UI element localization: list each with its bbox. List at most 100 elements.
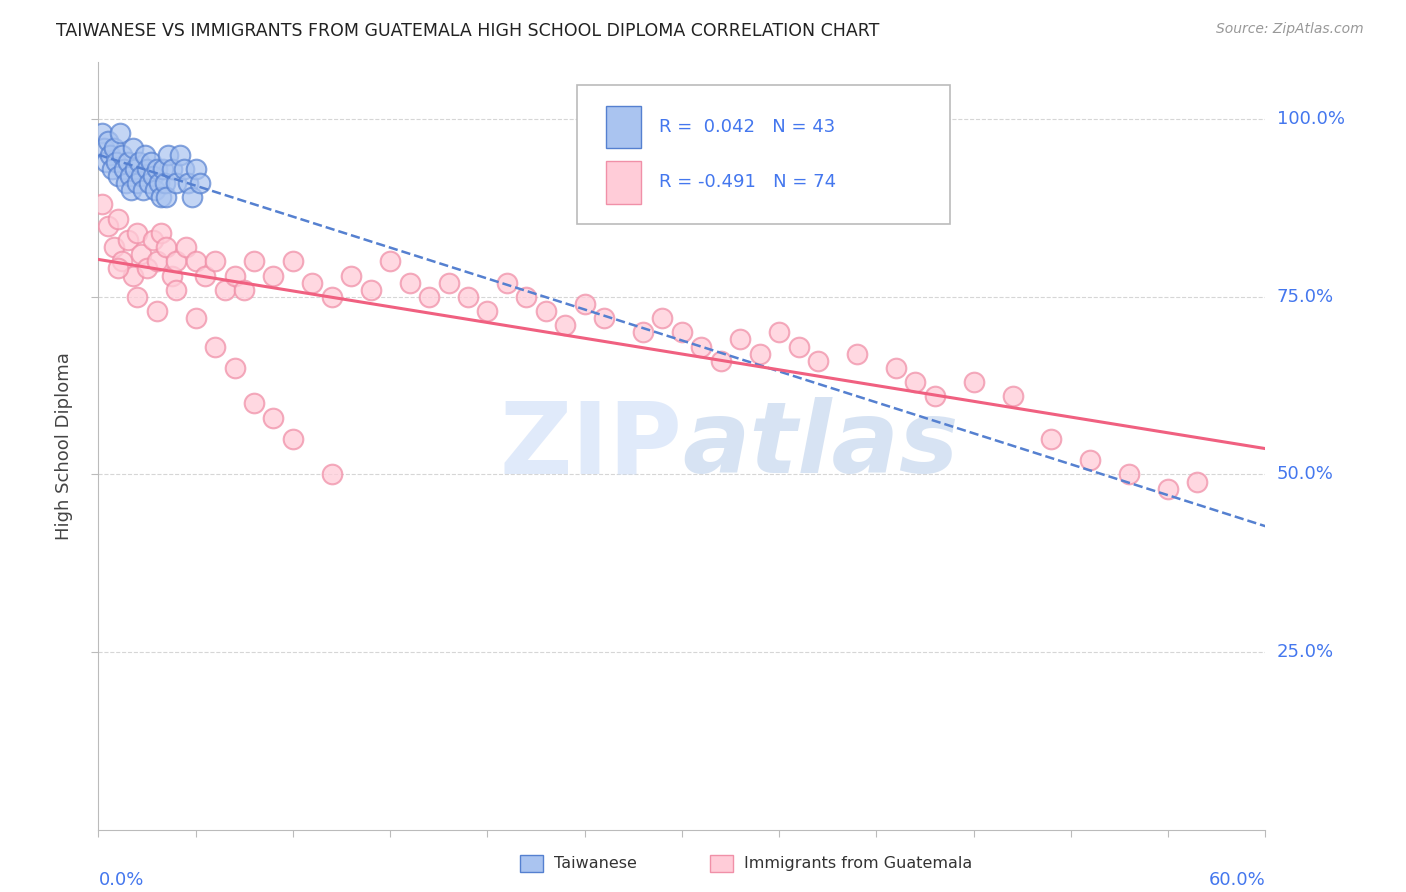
Point (97, 219, 120, 233)
Point (1187, 475, 1209, 489)
Text: Source: ZipAtlas.com: Source: ZipAtlas.com (1216, 22, 1364, 37)
Point (262, 410, 284, 425)
Point (1080, 453, 1102, 467)
Point (146, 254, 169, 268)
Point (1157, 482, 1180, 496)
Point (127, 176, 149, 190)
Point (748, 346, 770, 360)
Point (924, 389, 946, 403)
Point (730, 333, 752, 347)
Point (162, 161, 184, 176)
Point (136, 161, 159, 176)
Point (574, 297, 596, 311)
Text: R =  0.042   N = 43: R = 0.042 N = 43 (658, 119, 835, 136)
Text: 25.0%: 25.0% (1277, 643, 1334, 661)
Point (398, 276, 420, 290)
Point (418, 290, 440, 304)
FancyBboxPatch shape (606, 161, 641, 203)
Point (262, 268, 284, 283)
Point (846, 346, 869, 360)
Point (204, 340, 226, 354)
Point (787, 340, 810, 354)
Point (884, 360, 907, 375)
Point (184, 161, 207, 176)
Text: R = -0.491   N = 74: R = -0.491 N = 74 (658, 174, 835, 192)
Point (142, 233, 165, 247)
Point (477, 304, 499, 318)
Point (93, 141, 115, 155)
Point (91, 197, 114, 211)
Point (169, 148, 191, 162)
Point (155, 240, 177, 254)
Point (174, 240, 197, 254)
Text: 50.0%: 50.0% (1277, 466, 1333, 483)
Point (107, 261, 129, 276)
Point (690, 340, 713, 354)
Point (768, 326, 790, 340)
Point (962, 375, 984, 389)
Text: atlas: atlas (682, 398, 959, 494)
Point (117, 233, 139, 247)
Point (121, 183, 143, 197)
Point (129, 169, 152, 183)
Point (1040, 432, 1063, 446)
Text: ZIP: ZIP (499, 398, 682, 494)
Point (807, 353, 830, 368)
Point (91, 127, 114, 141)
Text: Immigrants from Guatemala: Immigrants from Guatemala (744, 856, 972, 871)
Point (165, 176, 187, 190)
Point (149, 226, 172, 240)
Point (204, 254, 226, 268)
Text: 75.0%: 75.0% (1277, 288, 1334, 306)
Text: TAIWANESE VS IMMIGRANTS FROM GUATEMALA HIGH SCHOOL DIPLOMA CORRELATION CHART: TAIWANESE VS IMMIGRANTS FROM GUATEMALA H… (56, 22, 880, 40)
Point (148, 176, 170, 190)
Text: 0.0%: 0.0% (98, 871, 143, 889)
Point (101, 161, 124, 176)
Point (184, 311, 207, 326)
Point (146, 161, 169, 176)
Point (165, 283, 187, 297)
Point (321, 467, 343, 482)
Point (132, 183, 155, 197)
Point (301, 276, 323, 290)
Point (534, 304, 557, 318)
Point (127, 290, 149, 304)
Point (104, 154, 127, 169)
Point (380, 254, 402, 268)
Point (97, 134, 120, 148)
Point (173, 161, 195, 176)
Point (124, 161, 146, 176)
Point (671, 326, 693, 340)
Point (134, 148, 156, 162)
Point (127, 226, 149, 240)
Point (103, 141, 125, 155)
Point (111, 254, 134, 268)
Point (111, 148, 134, 162)
Point (904, 375, 927, 389)
Point (143, 183, 166, 197)
Text: 100.0%: 100.0% (1277, 111, 1344, 128)
Point (340, 268, 363, 283)
Point (152, 161, 174, 176)
Point (142, 169, 165, 183)
Point (243, 254, 266, 268)
Point (96, 154, 118, 169)
Point (710, 353, 733, 368)
Point (1001, 389, 1024, 403)
Point (149, 190, 172, 204)
Point (129, 247, 152, 261)
Point (136, 261, 159, 276)
Point (117, 154, 139, 169)
Point (155, 190, 177, 204)
Point (112, 161, 135, 176)
Point (180, 190, 202, 204)
Point (118, 169, 141, 183)
Point (153, 176, 176, 190)
Point (108, 127, 131, 141)
FancyBboxPatch shape (576, 86, 950, 224)
Point (128, 154, 150, 169)
Point (321, 290, 343, 304)
Point (122, 268, 145, 283)
Point (233, 283, 256, 297)
Y-axis label: High School Diploma: High School Diploma (55, 352, 73, 540)
